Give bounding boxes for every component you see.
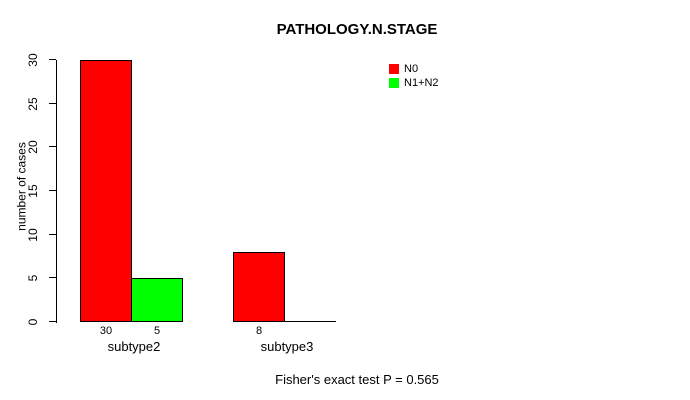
y-axis-tick	[49, 321, 56, 322]
y-tick-label: 0	[26, 318, 40, 326]
bar	[80, 60, 132, 322]
legend-row: N0	[389, 62, 439, 75]
legend: N0 N1+N2	[389, 62, 439, 92]
legend-label: N1+N2	[404, 76, 439, 89]
y-axis-line	[56, 60, 57, 323]
y-tick-label: 15	[26, 184, 40, 198]
bar	[131, 278, 183, 322]
y-axis-tick	[49, 146, 56, 147]
bar-value-label: 30	[99, 325, 113, 337]
y-axis-tick	[49, 190, 56, 191]
y-tick-label: 5	[26, 274, 40, 282]
legend-row: N1+N2	[389, 76, 439, 89]
annotation-fisher-test: Fisher's exact test P = 0.565	[275, 372, 439, 387]
bar	[233, 252, 285, 322]
bar-value-label: 8	[255, 325, 263, 337]
y-axis-tick	[49, 234, 56, 235]
y-tick-label: 10	[26, 228, 40, 242]
zero-bar-line	[284, 321, 336, 322]
chart-title: PATHOLOGY.N.STAGE	[276, 21, 438, 38]
y-tick-label: 25	[26, 97, 40, 111]
legend-swatch	[389, 64, 399, 74]
y-tick-label: 30	[26, 53, 40, 67]
x-category-label: subtype3	[260, 339, 314, 354]
legend-swatch	[389, 78, 399, 88]
x-category-label: subtype2	[107, 339, 161, 354]
y-tick-label: 20	[26, 140, 40, 154]
legend-label: N0	[404, 62, 419, 75]
y-axis-tick	[49, 103, 56, 104]
y-axis-tick	[49, 277, 56, 278]
bar-value-label: 5	[153, 325, 161, 337]
y-axis-tick	[49, 59, 56, 60]
